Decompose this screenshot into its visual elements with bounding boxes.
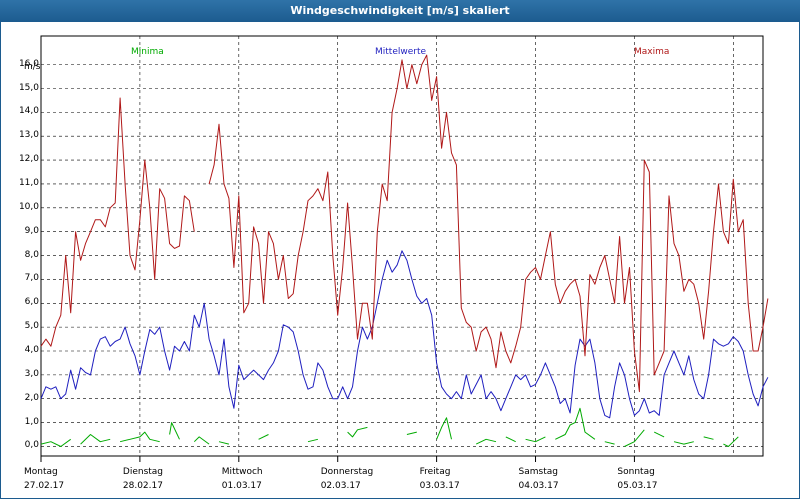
wind-speed-chart <box>40 35 769 462</box>
x-day-label: Dienstag 28.02.17 <box>123 465 193 493</box>
y-tick-label: 2,0 <box>24 392 39 403</box>
y-tick-label: 14,0 <box>18 106 39 117</box>
x-day-label: Mittwoch 01.03.17 <box>222 465 292 493</box>
series-line-mittelwerte <box>40 250 769 419</box>
y-tick-label: 10,0 <box>18 201 39 212</box>
legend-minima: Minima <box>131 47 164 57</box>
series-line-minima <box>40 438 71 447</box>
series-line-minima <box>347 426 368 438</box>
series-line-minima <box>653 431 665 438</box>
plot-border <box>40 35 764 457</box>
x-day-label: Samstag 04.03.17 <box>519 465 589 493</box>
y-tick-label: 1,0 <box>24 416 39 427</box>
y-tick-label: 9,0 <box>24 225 39 236</box>
y-tick-label: 16,0 <box>18 58 39 69</box>
series-line-minima <box>169 422 180 440</box>
series-line-maxima <box>208 54 769 393</box>
y-tick-label: 8,0 <box>24 249 39 260</box>
y-tick-label: 4,0 <box>24 345 39 355</box>
series-line-minima <box>555 407 596 440</box>
series-line-minima <box>436 417 452 440</box>
x-day-name: Montag <box>24 467 58 477</box>
series-line-minima <box>307 438 319 443</box>
y-tick-label: 11,0 <box>18 177 39 188</box>
series-line-minima <box>406 431 417 435</box>
series-line-minima <box>525 436 546 443</box>
x-day-label: Freitag 03.03.17 <box>420 465 490 493</box>
x-day-name: Donnerstag <box>320 467 374 477</box>
series-line-minima <box>218 441 230 445</box>
x-day-label: Montag 27.02.17 <box>24 465 94 493</box>
x-day-date: 27.02.17 <box>24 481 65 491</box>
y-tick-label: 13,0 <box>18 130 39 141</box>
y-tick-label: 6,0 <box>24 297 39 308</box>
x-day-name: Dienstag <box>122 467 164 477</box>
y-tick-label: 0,0 <box>24 440 39 451</box>
y-tick-label: 3,0 <box>24 368 39 379</box>
series-line-minima <box>604 441 615 445</box>
y-tick-label: 5,0 <box>24 321 39 332</box>
chart-title: Windgeschwindigkeit [m/s] skaliert <box>0 0 800 22</box>
series-line-minima <box>475 438 497 445</box>
x-day-name: Freitag <box>419 467 451 477</box>
series-line-minima <box>505 436 516 443</box>
x-day-date: 03.03.17 <box>419 481 460 491</box>
series-line-minima <box>624 429 645 447</box>
x-day-date: 28.02.17 <box>122 481 163 491</box>
series-line-minima <box>723 436 739 447</box>
x-day-name: Mittwoch <box>221 467 263 477</box>
x-day-name: Sonntag <box>617 467 655 477</box>
y-tick-label: 15,0 <box>18 82 39 93</box>
series-line-maxima <box>40 97 195 347</box>
legend-mittelwerte: Mittelwerte <box>375 47 427 57</box>
y-axis-unit: m/s <box>24 62 41 72</box>
y-tick-label: 12,0 <box>18 154 39 165</box>
series-line-minima <box>258 434 269 440</box>
series-line-minima <box>703 436 714 440</box>
y-tick-label: 7,0 <box>24 273 39 284</box>
x-day-date: 05.03.17 <box>617 481 658 491</box>
series-line-minima <box>673 441 694 445</box>
legend-maxima: Maxima <box>634 47 670 57</box>
x-day-date: 04.03.17 <box>518 481 559 491</box>
x-day-label: Sonntag 05.03.17 <box>617 465 687 493</box>
x-day-date: 01.03.17 <box>221 481 262 491</box>
x-day-date: 02.03.17 <box>320 481 361 491</box>
x-day-label: Donnerstag 02.03.17 <box>321 465 391 493</box>
chart-frame: Minima Mittelwerte Maxima m/s 0,0 1,0 2,0 3… <box>0 22 800 499</box>
x-day-name: Samstag <box>518 467 558 477</box>
series-line-minima <box>80 434 111 445</box>
series-line-minima <box>193 436 210 445</box>
series-line-minima <box>119 431 160 443</box>
